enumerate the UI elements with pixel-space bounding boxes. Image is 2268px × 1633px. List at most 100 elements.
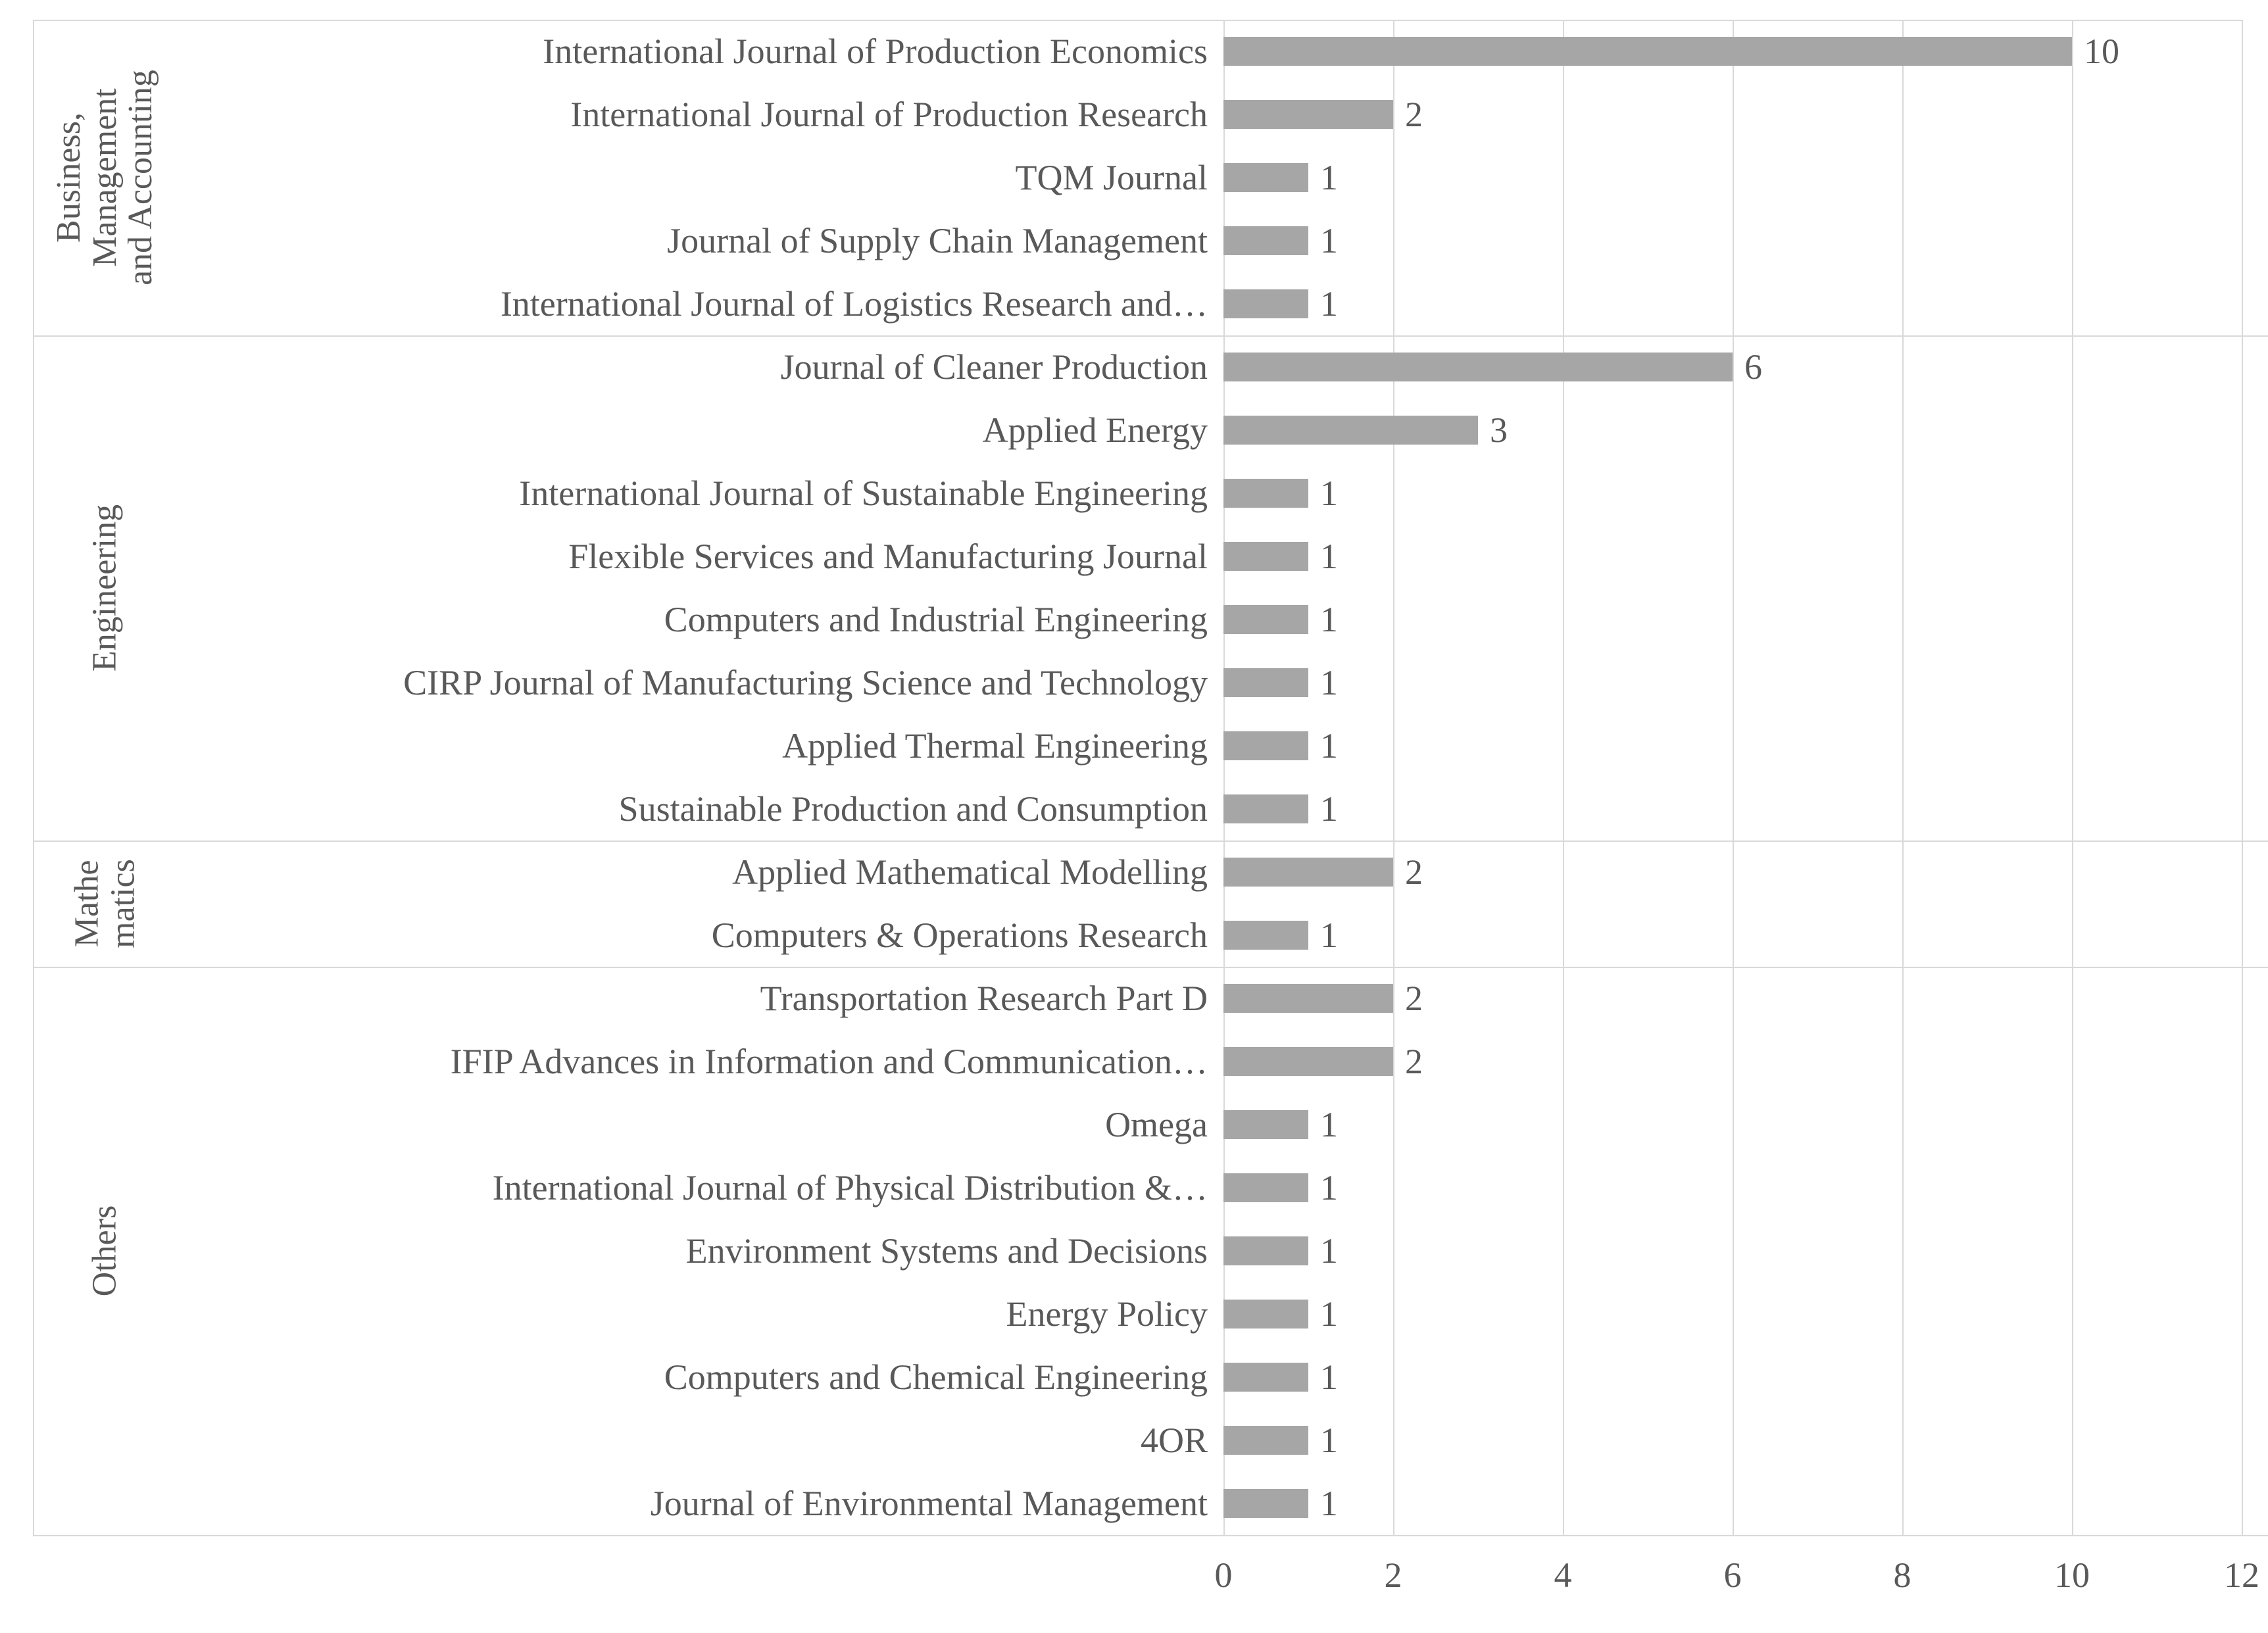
bar-value-label: 1: [1320, 536, 1338, 577]
bar-col: 1: [1223, 1093, 2268, 1156]
bar-col: 2: [1223, 83, 2268, 146]
x-tick-label: 4: [1554, 1555, 1572, 1596]
label-col: TQM Journal: [184, 146, 1223, 209]
x-tick-label: 8: [1894, 1555, 1911, 1596]
label-col: International Journal of Sustainable Eng…: [184, 462, 1223, 525]
chart-row: Applied Mathematical Modelling 2: [0, 841, 2268, 904]
bar-col: 1: [1223, 525, 2268, 588]
group-col: [0, 1093, 184, 1156]
bar-value-label: 6: [1744, 347, 1762, 387]
label-col: 4OR: [184, 1409, 1223, 1472]
journal-label: Computers & Operations Research: [712, 915, 1208, 956]
journal-label: Applied Thermal Engineering: [782, 725, 1208, 766]
bar-col: 1: [1223, 146, 2268, 209]
label-col: Journal of Supply Chain Management: [184, 209, 1223, 272]
bar: [1223, 1363, 1308, 1392]
bar-col: 2: [1223, 841, 2268, 904]
bar-value-label: 2: [1405, 978, 1423, 1019]
label-col: Transportation Research Part D: [184, 967, 1223, 1030]
bar-value-label: 2: [1405, 94, 1423, 135]
group-label: Mathe matics: [69, 859, 141, 948]
label-col: Computers and Chemical Engineering: [184, 1346, 1223, 1409]
chart-row: Computers and Chemical Engineering 1: [0, 1346, 2268, 1409]
bar-value-label: 1: [1320, 283, 1338, 324]
bar: [1223, 479, 1308, 508]
bar-col: 2: [1223, 1030, 2268, 1093]
bar-value-label: 1: [1320, 1483, 1338, 1524]
chart-row: Journal of Supply Chain Management1: [0, 209, 2268, 272]
bar-col: 1: [1223, 651, 2268, 714]
bar: [1223, 37, 2072, 66]
chart-row: International Journal of Production Rese…: [0, 83, 2268, 146]
bar-value-label: 1: [1320, 157, 1338, 198]
chart-row: Environment Systems and Decisions 1: [0, 1219, 2268, 1282]
bar-value-label: 1: [1320, 662, 1338, 703]
journal-label: Omega: [1105, 1104, 1208, 1145]
chart-row: Applied Thermal Engineering1: [0, 714, 2268, 777]
journal-label: International Journal of Logistics Resea…: [501, 283, 1208, 324]
label-col: Energy Policy: [184, 1282, 1223, 1346]
journal-label: 4OR: [1141, 1420, 1208, 1461]
label-col: Computers and Industrial Engineering: [184, 588, 1223, 651]
chart-row: Journal of Environmental Management 1: [0, 1472, 2268, 1535]
group-leftline: [33, 967, 34, 1535]
bar: [1223, 1047, 1393, 1076]
chart-row: Omega 1: [0, 1093, 2268, 1156]
bar-col: 1: [1223, 462, 2268, 525]
label-col: Journal of Environmental Management: [184, 1472, 1223, 1535]
bar-value-label: 1: [1320, 789, 1338, 829]
group-col: [0, 335, 184, 399]
label-col: International Journal of Logistics Resea…: [184, 272, 1223, 335]
bar-value-label: 2: [1405, 852, 1423, 892]
bar: [1223, 605, 1308, 634]
group-label: Others: [87, 1206, 124, 1297]
chart-row: Computers & Operations Research1: [0, 904, 2268, 967]
group-label: Engineering: [87, 504, 124, 671]
bar-col: 1: [1223, 1282, 2268, 1346]
group-leftline: [33, 335, 34, 841]
chart-row: Applied Energy3: [0, 399, 2268, 462]
bar: [1223, 921, 1308, 950]
label-col: International Journal of Production Econ…: [184, 20, 1223, 83]
label-col: Applied Thermal Engineering: [184, 714, 1223, 777]
bar-col: 1: [1223, 1219, 2268, 1282]
group-col: [0, 399, 184, 462]
chart-row: International Journal of Logistics Resea…: [0, 272, 2268, 335]
bar-value-label: 1: [1320, 1357, 1338, 1398]
chart-row: Journal of Cleaner Production6: [0, 335, 2268, 399]
bar: [1223, 353, 1733, 381]
label-col: Applied Energy: [184, 399, 1223, 462]
bar: [1223, 668, 1308, 697]
group-leftline: [33, 841, 34, 967]
group-separator: [33, 335, 2268, 337]
journal-label: TQM Journal: [1016, 157, 1208, 198]
label-col: Omega: [184, 1093, 1223, 1156]
bar-col: 10: [1223, 20, 2268, 83]
x-tick-label: 6: [1724, 1555, 1742, 1596]
label-col: CIRP Journal of Manufacturing Science an…: [184, 651, 1223, 714]
bar-col: 1: [1223, 1409, 2268, 1472]
journal-label: Applied Mathematical Modelling: [732, 852, 1208, 892]
group-col: [0, 967, 184, 1030]
bar-col: 1: [1223, 588, 2268, 651]
bar: [1223, 1426, 1308, 1455]
bar-col: 1: [1223, 1346, 2268, 1409]
group-leftline: [33, 20, 34, 335]
bar-value-label: 10: [2084, 31, 2119, 72]
bar-value-label: 1: [1320, 599, 1338, 640]
chart-row: International Journal of Sustainable Eng…: [0, 462, 2268, 525]
bar: [1223, 289, 1308, 318]
group-col: [0, 1472, 184, 1535]
group-col: [0, 1030, 184, 1093]
bar-value-label: 1: [1320, 473, 1338, 514]
journal-label: International Journal of Physical Distri…: [493, 1167, 1208, 1208]
bar: [1223, 416, 1478, 445]
journal-label: Environment Systems and Decisions: [686, 1231, 1208, 1271]
journal-label: IFIP Advances in Information and Communi…: [451, 1041, 1208, 1082]
bar: [1223, 984, 1393, 1013]
bar-value-label: 1: [1320, 1167, 1338, 1208]
grouped-horizontal-bar-chart: International Journal of Production Econ…: [0, 0, 2268, 1633]
group-label: Business, Management and Accounting: [51, 70, 159, 285]
bar: [1223, 226, 1308, 255]
journal-label: International Journal of Production Econ…: [543, 31, 1208, 72]
